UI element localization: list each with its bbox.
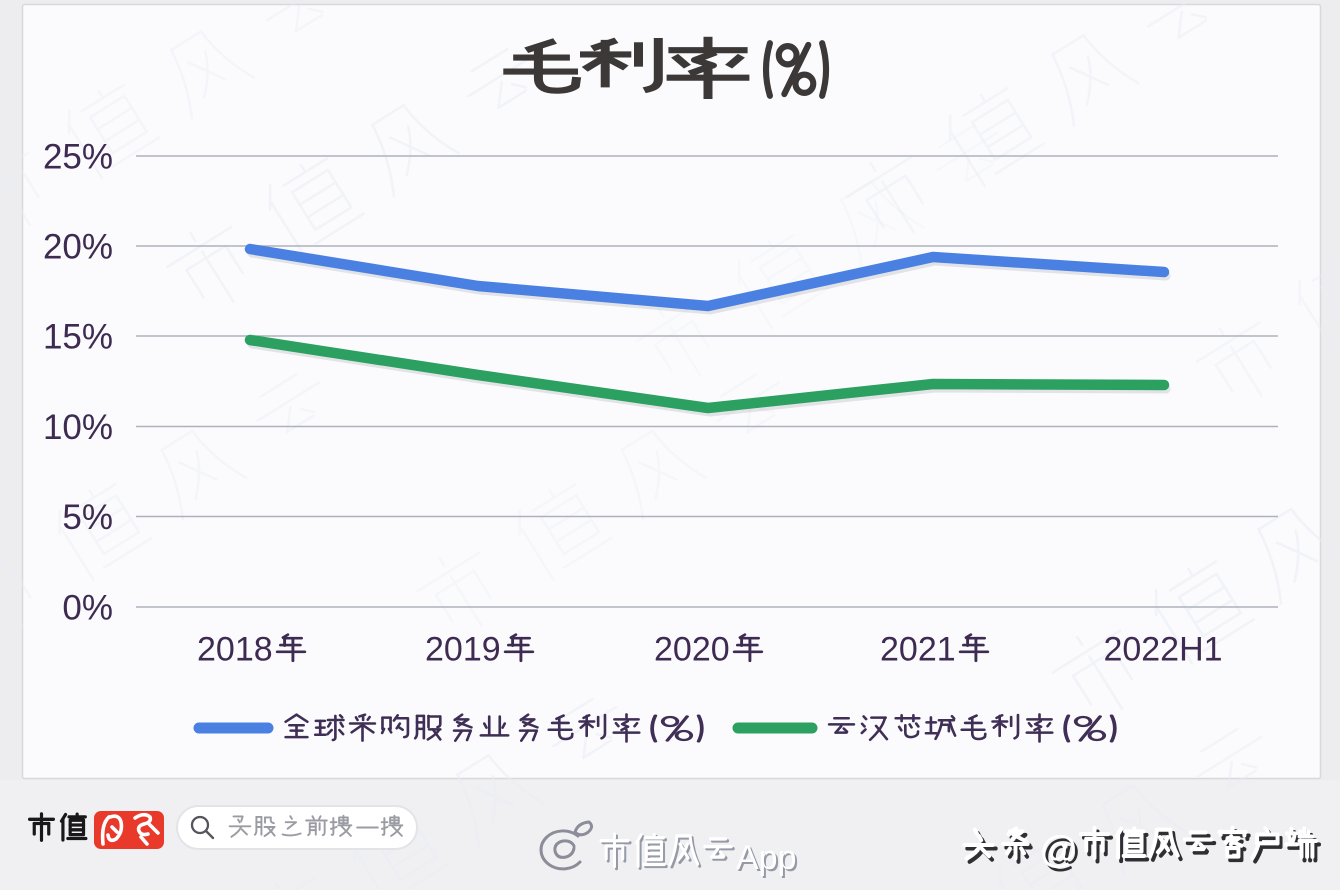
svg-text:2022H1: 2022H1 (1103, 631, 1222, 669)
svg-text:2018: 2018 (197, 631, 273, 669)
svg-text:2021: 2021 (880, 631, 956, 669)
svg-text:5%: 5% (62, 498, 113, 537)
svg-text:2020: 2020 (654, 631, 730, 669)
svg-text:20%: 20% (43, 228, 113, 267)
svg-text:@: @ (1040, 829, 1077, 871)
svg-text:10%: 10% (43, 408, 113, 447)
svg-text:2019: 2019 (425, 631, 501, 669)
svg-text:25%: 25% (43, 138, 113, 177)
svg-text:0%: 0% (62, 589, 113, 628)
svg-text:App: App (738, 841, 799, 879)
svg-text:@: @ (1043, 833, 1080, 875)
svg-text:App: App (736, 839, 797, 877)
svg-text:15%: 15% (43, 318, 113, 357)
